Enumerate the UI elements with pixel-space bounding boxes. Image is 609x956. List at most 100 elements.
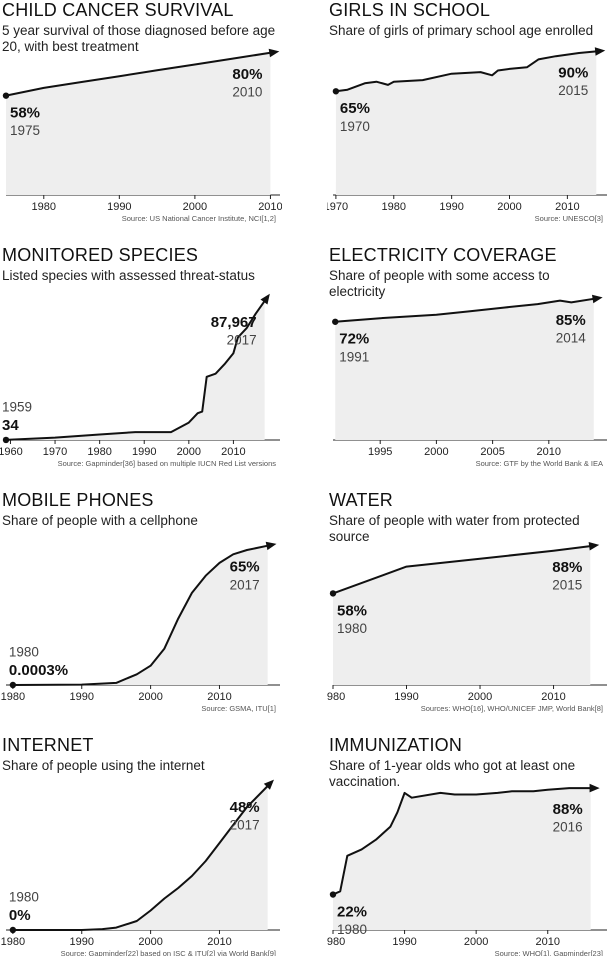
start-year-label: 1970	[340, 119, 370, 134]
end-year-label: 2010	[232, 84, 262, 99]
chart-panel: 1960 1970 1980 1990 2000 2010 Source: Gapminde…	[0, 245, 282, 490]
x-tick-label: 1990	[394, 691, 418, 703]
start-year-label: 1980	[9, 890, 39, 905]
end-year-label: 2015	[558, 83, 588, 98]
line	[332, 545, 591, 595]
end-value-label: 48%	[230, 799, 260, 816]
x-tick-label: 1990	[70, 936, 94, 948]
chart-title: INTERNET	[2, 735, 94, 755]
source: Source: UNESCO[3]	[535, 214, 603, 223]
end-value-label: 88%	[552, 559, 582, 576]
arrow-head	[268, 48, 280, 58]
x-tick-label: 2010	[535, 936, 559, 948]
x-tick-label: 1990	[392, 936, 416, 948]
x-tick-label: 2010	[555, 201, 579, 213]
x-tick-label: 2010	[207, 936, 231, 948]
chart-title: IMMUNIZATION	[329, 735, 463, 755]
start-dot	[2, 436, 10, 444]
chart-panel: 1980 1990 2000 2010 Source: GSMA, ITU[1] 0.00…	[0, 490, 282, 735]
x-tick-label: 1980	[1, 691, 25, 703]
source: Source: US National Cancer Institute, NC…	[122, 214, 276, 223]
start-value-label: 58%	[337, 602, 367, 619]
area	[333, 546, 591, 685]
chart-subtitle: Share of girls of primary school age enr…	[329, 23, 594, 38]
start-year-label: 1980	[337, 922, 367, 937]
line	[332, 787, 591, 896]
x-tick-label: 2000	[183, 201, 207, 213]
chart-subtitle: Share of people using the internet	[2, 758, 205, 773]
x-tick-label: 1980	[87, 446, 111, 458]
chart-subtitle: Share of people with some access to elec…	[329, 268, 550, 299]
start-dot	[329, 590, 337, 597]
chart-subtitle: Listed species with assessed threat-stat…	[2, 268, 255, 283]
source: Source: GTF by the World Bank & IEA	[476, 459, 603, 468]
start-value-label: 0%	[9, 907, 31, 924]
x-tick-label: 2010	[258, 201, 282, 213]
x-tick-label: 1970	[43, 446, 67, 458]
x-tick-label: 1995	[368, 446, 392, 458]
chart-title: GIRLS IN SCHOOL	[329, 0, 491, 20]
chart-title: CHILD CANCER SURVIVAL	[2, 0, 234, 20]
area	[335, 51, 597, 196]
end-year-label: 2015	[552, 578, 582, 593]
arrow-head	[588, 541, 600, 551]
chart-subtitle: 5 year survival of those diagnosed befor…	[2, 23, 276, 54]
start-year-label: 1959	[2, 400, 32, 415]
x-tick-label: 1980	[382, 201, 406, 213]
end-value-label: 65%	[230, 559, 260, 576]
start-dot	[9, 926, 17, 934]
line	[5, 51, 271, 97]
chart-panel: 1995 2000 2005 2010 Source: GTF by the World…	[327, 245, 609, 490]
end-value-label: 80%	[232, 66, 262, 83]
arrow-head	[589, 783, 600, 793]
chart-panel: 1980 1990 2000 2010 Source: US National Canc…	[0, 0, 282, 245]
start-dot	[332, 88, 340, 95]
end-year-label: 2017	[227, 333, 257, 348]
arrow-head	[594, 47, 606, 56]
start-value-label: 58%	[10, 105, 40, 122]
x-tick-label: 2010	[541, 691, 565, 703]
x-tick-label: 2010	[207, 691, 231, 703]
source: Source: Gapminder[36] based on multiple …	[58, 459, 277, 468]
x-tick-label: 2000	[138, 691, 162, 703]
chart-panel: 1980 1990 2000 2010 Source: Gapminder[22] ba…	[0, 735, 282, 956]
x-tick-label: 2000	[177, 446, 201, 458]
x-tick-label: 1980	[327, 691, 345, 703]
chart-title: ELECTRICITY COVERAGE	[329, 245, 557, 265]
line	[5, 300, 266, 441]
source: Source: Gapminder[22] based on ISC & ITU…	[61, 949, 276, 956]
x-tick-label: 2000	[468, 691, 492, 703]
start-value-label: 22%	[337, 903, 367, 920]
start-value-label: 0.0003%	[9, 662, 68, 679]
end-value-label: 85%	[556, 312, 586, 329]
line	[335, 297, 594, 323]
x-tick-label: 1990	[439, 201, 463, 213]
area	[333, 788, 591, 930]
chart-title: MOBILE PHONES	[2, 490, 154, 510]
x-tick-label: 1970	[327, 201, 348, 213]
start-value-label: 65%	[340, 100, 370, 117]
chart-title: WATER	[329, 490, 393, 510]
line	[335, 50, 597, 93]
x-tick-label: 2000	[424, 446, 448, 458]
chart-subtitle: Share of people with water from protecte…	[329, 513, 580, 544]
chart-title: MONITORED SPECIES	[2, 245, 199, 265]
source: Sources: WHO[16], WHO/UNICEF JMP, World …	[421, 704, 603, 713]
end-year-label: 2016	[553, 820, 583, 835]
x-tick-label: 1990	[107, 201, 131, 213]
end-year-label: 2017	[230, 818, 260, 833]
area	[12, 545, 268, 685]
x-tick-label: 2000	[138, 936, 162, 948]
